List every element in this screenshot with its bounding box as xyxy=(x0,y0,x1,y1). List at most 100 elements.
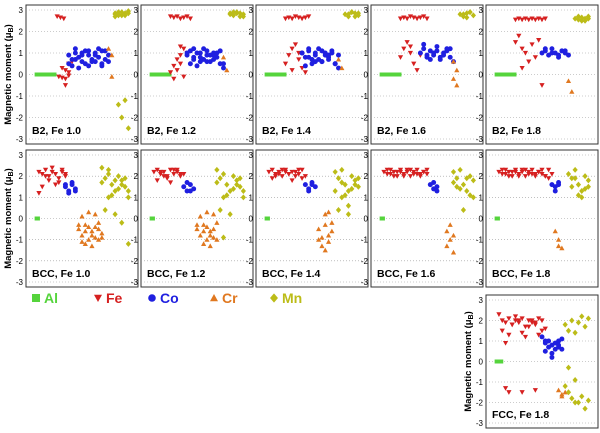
mn-point xyxy=(214,179,220,186)
legend-label: Mn xyxy=(282,290,302,306)
y-tick-label: 0 xyxy=(134,71,139,80)
co-point xyxy=(306,188,312,194)
co-point xyxy=(326,52,332,58)
fe-point xyxy=(384,171,390,177)
y-tick-label: 2 xyxy=(364,172,369,181)
co-point xyxy=(444,46,450,52)
fe-point xyxy=(56,180,62,186)
fe-point xyxy=(177,44,184,50)
cr-point xyxy=(450,76,457,81)
y-tick-label: 1 xyxy=(134,193,139,202)
mn-point xyxy=(109,192,115,199)
co-point xyxy=(92,52,98,58)
fe-point xyxy=(177,171,184,177)
cr-point xyxy=(95,226,102,232)
panel-label: B2, Fe 1.8 xyxy=(492,125,541,137)
y-tick-label: -3 xyxy=(476,278,484,287)
co-point xyxy=(421,46,427,52)
co-point xyxy=(437,54,443,60)
fe-point xyxy=(161,174,167,179)
mn-point xyxy=(355,10,361,17)
y-tick-label: 1 xyxy=(134,49,139,58)
fe-point xyxy=(282,61,289,67)
fe-point xyxy=(154,167,160,173)
y-tick-label: -2 xyxy=(476,257,484,266)
y-tick-label: 2 xyxy=(19,28,24,37)
legend-label: Cr xyxy=(222,290,238,306)
mn-point xyxy=(569,395,575,402)
co-point xyxy=(447,54,453,60)
panel: 3 2 1 0 -1 -2 -3 BCC, Fe 1.8 xyxy=(476,149,599,288)
fe-point xyxy=(539,83,545,88)
mn-point xyxy=(352,181,358,188)
cr-point xyxy=(194,222,200,227)
co-point xyxy=(106,59,111,65)
fe-point xyxy=(39,171,45,177)
cr-point xyxy=(559,245,565,251)
y-tick-label: 1 xyxy=(479,193,484,202)
cr-point xyxy=(214,220,220,225)
y-tick-label: 2 xyxy=(249,172,254,181)
y-tick-label: -2 xyxy=(16,257,24,266)
fe-point xyxy=(296,167,302,173)
mn-point xyxy=(240,13,246,20)
fe-point xyxy=(532,320,538,326)
co-point xyxy=(62,182,68,188)
cr-point xyxy=(207,232,213,238)
fe-point xyxy=(289,68,295,73)
fe-point xyxy=(502,320,509,326)
fe-point xyxy=(512,40,519,45)
fe-point xyxy=(404,167,410,173)
y-tick-label: 0 xyxy=(134,215,139,224)
fe-point xyxy=(522,334,529,340)
fe-point xyxy=(49,165,55,171)
co-point xyxy=(542,338,548,344)
co-point xyxy=(92,59,98,65)
y-tick-label: 0 xyxy=(19,71,24,80)
y-tick-label: 3 xyxy=(19,151,24,160)
cr-point xyxy=(210,234,217,240)
cr-point xyxy=(76,222,82,227)
al-marker-band xyxy=(494,72,517,77)
fe-point xyxy=(62,171,69,177)
y-tick-label: -3 xyxy=(16,278,24,287)
y-tick-label: 3 xyxy=(479,151,484,160)
fe-point xyxy=(164,176,170,181)
fe-point xyxy=(539,17,545,23)
y-tick-label: 1 xyxy=(479,337,484,346)
y-axis-label: Magnetic moment (μB) xyxy=(463,311,475,412)
fe-point xyxy=(384,167,390,173)
co-point xyxy=(434,44,440,50)
y-tick-label: 1 xyxy=(364,193,369,202)
co-point xyxy=(336,52,341,58)
fe-point xyxy=(174,68,180,73)
fe-point xyxy=(397,169,404,175)
panel: 3 2 1 0 -1 -2 -3 B2, Fe 1.6 xyxy=(361,4,484,145)
y-tick-label: -1 xyxy=(131,92,139,101)
mn-point xyxy=(227,211,233,218)
mn-point xyxy=(115,101,122,108)
fe-point xyxy=(167,180,174,186)
mn-point xyxy=(565,327,572,334)
fe-point xyxy=(292,169,299,175)
fe-point xyxy=(397,16,404,22)
fe-point xyxy=(539,171,545,177)
co-point xyxy=(434,188,440,194)
co-point xyxy=(221,65,226,71)
fe-point xyxy=(289,16,295,22)
y-tick-label: 2 xyxy=(134,172,139,181)
mn-point xyxy=(230,185,237,192)
mn-point xyxy=(115,185,122,192)
mn-point xyxy=(464,175,470,182)
mn-point xyxy=(470,194,476,201)
fe-point xyxy=(181,46,187,52)
panel: 3 2 1 0 -1 -2 -3 B2, Fe 1.2 xyxy=(131,4,254,145)
cr-point xyxy=(207,243,213,249)
fe-point xyxy=(282,16,289,22)
y-tick-label: 3 xyxy=(249,6,254,15)
y-tick-label: 0 xyxy=(479,215,484,224)
mn-point xyxy=(467,9,473,16)
fe-point xyxy=(519,65,525,71)
mn-point xyxy=(339,194,345,201)
panel-label: B2, Fe 1.6 xyxy=(377,125,426,137)
